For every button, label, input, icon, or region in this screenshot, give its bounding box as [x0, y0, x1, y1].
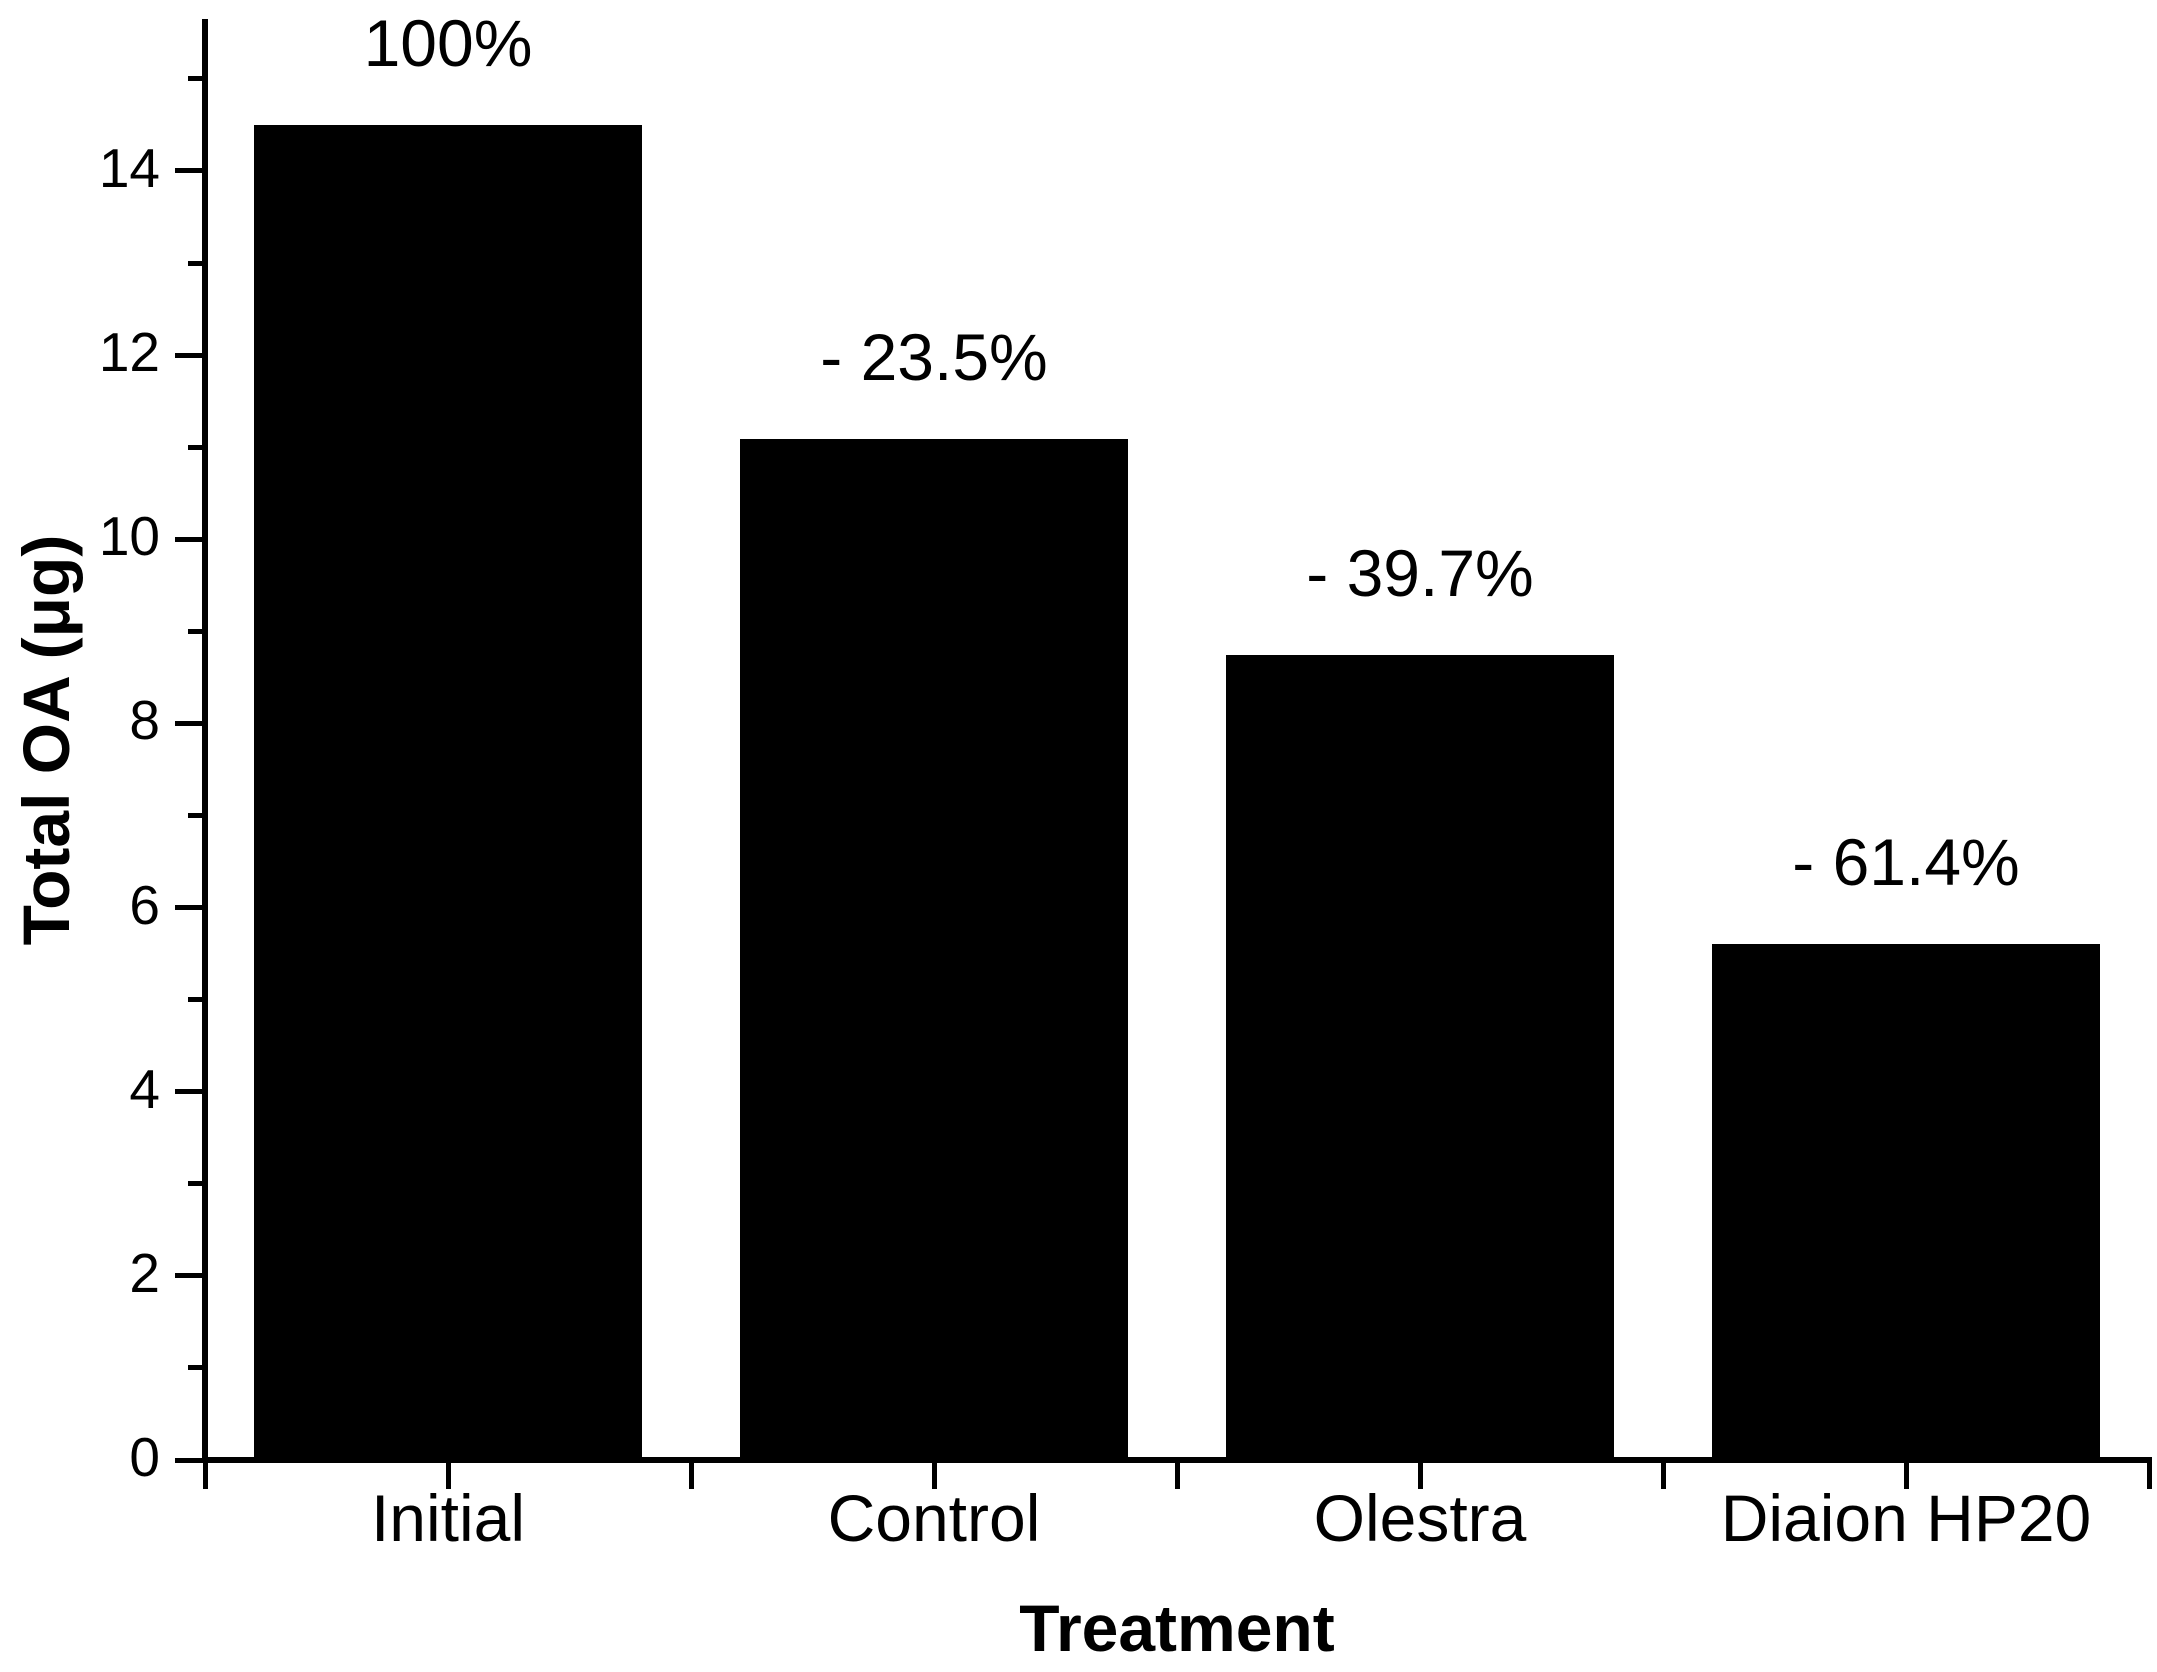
bar-initial	[253, 124, 643, 1460]
y-major-tick-12	[175, 352, 202, 358]
x-tick-2	[688, 1463, 694, 1489]
y-axis-title: Total OA (μg)	[9, 534, 83, 945]
y-major-tick-6	[175, 905, 202, 911]
y-minor-tick-9	[188, 628, 202, 634]
bar-value-label-diaion-hp20: - 61.4%	[1792, 825, 2020, 900]
y-tick-label-12: 12	[98, 321, 160, 384]
y-major-tick-10	[175, 536, 202, 542]
x-tick-1	[445, 1463, 451, 1489]
y-minor-tick-15	[188, 76, 202, 82]
x-tick-6	[1660, 1463, 1666, 1489]
y-tick-label-8: 8	[129, 689, 160, 752]
y-tick-label-2: 2	[129, 1241, 160, 1304]
x-tick-label-olestra: Olestra	[1313, 1481, 1527, 1555]
bar-diaion-hp20	[1711, 944, 2101, 1460]
y-tick-label-10: 10	[98, 505, 160, 568]
y-minor-tick-5	[188, 997, 202, 1003]
x-tick-4	[1174, 1463, 1180, 1489]
x-axis-line	[202, 1457, 2152, 1463]
x-tick-label-control: Control	[827, 1481, 1041, 1555]
y-major-tick-0	[175, 1457, 202, 1463]
y-tick-label-4: 4	[129, 1057, 160, 1120]
y-major-tick-8	[175, 720, 202, 726]
y-tick-label-14: 14	[98, 136, 160, 199]
bar-control	[739, 438, 1129, 1460]
y-minor-tick-3	[188, 1181, 202, 1187]
y-minor-tick-7	[188, 812, 202, 818]
x-tick-7	[1903, 1463, 1909, 1489]
y-major-tick-4	[175, 1089, 202, 1095]
bar-value-label-control: - 23.5%	[820, 319, 1048, 394]
y-major-tick-14	[175, 168, 202, 174]
x-tick-3	[931, 1463, 937, 1489]
bar-value-label-olestra: - 39.7%	[1306, 536, 1534, 611]
y-major-tick-2	[175, 1273, 202, 1279]
x-tick-label-diaion-hp20: Diaion HP20	[1720, 1481, 2092, 1555]
y-minor-tick-13	[188, 260, 202, 266]
x-tick-0	[202, 1463, 208, 1489]
bar-olestra	[1225, 655, 1615, 1460]
x-tick-5	[1417, 1463, 1423, 1489]
y-minor-tick-11	[188, 444, 202, 450]
y-tick-label-0: 0	[129, 1426, 160, 1488]
x-axis-title: Treatment	[1019, 1591, 1335, 1665]
x-tick-8	[2146, 1463, 2152, 1489]
bar-value-label-initial: 100%	[363, 5, 533, 80]
y-minor-tick-1	[188, 1365, 202, 1371]
y-axis-line	[202, 19, 208, 1463]
y-tick-label-6: 6	[129, 873, 160, 936]
x-tick-label-initial: Initial	[370, 1481, 526, 1555]
